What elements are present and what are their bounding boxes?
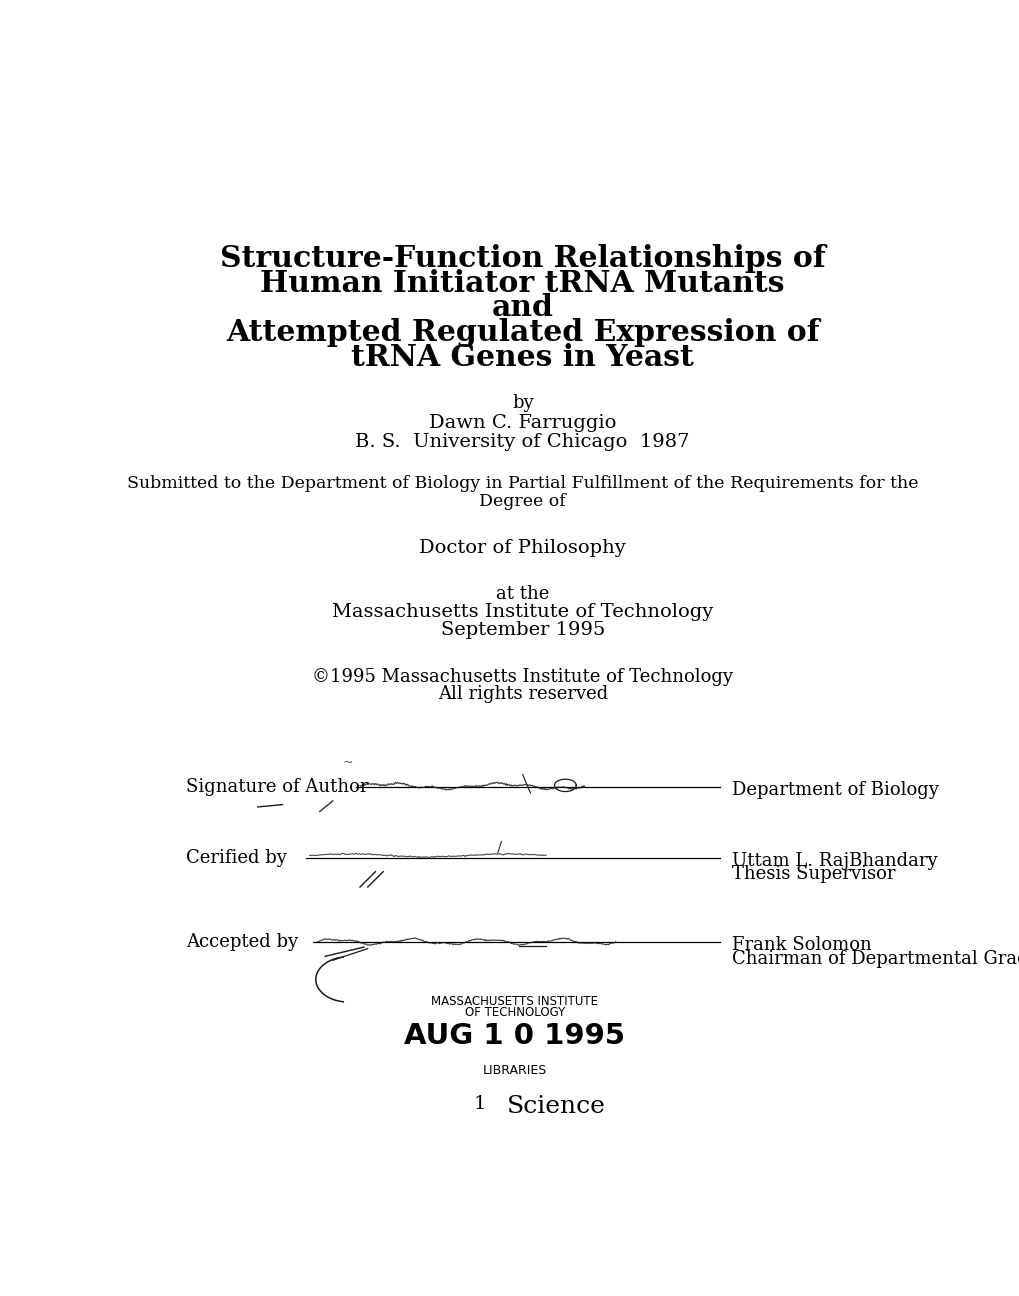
Text: Structure-Function Relationships of: Structure-Function Relationships of [220,244,824,273]
Text: Accepted by: Accepted by [185,933,298,951]
Text: September 1995: September 1995 [440,621,604,639]
Text: and: and [491,293,553,323]
Text: tRNA Genes in Yeast: tRNA Genes in Yeast [351,342,694,372]
Text: 1: 1 [474,1095,486,1113]
Text: Doctor of Philosophy: Doctor of Philosophy [419,539,626,557]
Text: All rights reserved: All rights reserved [437,686,607,704]
Text: Degree of: Degree of [479,492,566,509]
Text: ©1995 Massachusetts Institute of Technology: ©1995 Massachusetts Institute of Technol… [312,667,733,686]
Text: Cerified by: Cerified by [185,849,286,867]
Text: Thesis Supervisor: Thesis Supervisor [732,866,895,884]
Text: Uttam L. RajBhandary: Uttam L. RajBhandary [732,851,936,870]
Text: at the: at the [495,586,549,603]
Text: Chairman of Departmental Graduate Committee: Chairman of Departmental Graduate Commit… [732,950,1019,968]
Text: OF TECHNOLOGY: OF TECHNOLOGY [465,1007,565,1020]
Text: AUG 1 0 1995: AUG 1 0 1995 [405,1021,625,1050]
Text: LIBRARIES: LIBRARIES [482,1064,546,1077]
Text: B. S.  University of Chicago  1987: B. S. University of Chicago 1987 [356,433,689,451]
Text: Attempted Regulated Expression of: Attempted Regulated Expression of [226,318,818,347]
Text: Signature of Author: Signature of Author [185,778,368,796]
Text: Human Initiator tRNA Mutants: Human Initiator tRNA Mutants [260,268,785,298]
Text: Submitted to the Department of Biology in Partial Fulfillment of the Requirement: Submitted to the Department of Biology i… [127,476,917,492]
Text: Dawn C. Farruggio: Dawn C. Farruggio [429,415,615,433]
Text: Science: Science [506,1095,605,1118]
Text: Massachusetts Institute of Technology: Massachusetts Institute of Technology [332,603,712,621]
Text: MASSACHUSETTS INSTITUTE: MASSACHUSETTS INSTITUTE [431,995,598,1008]
Text: Frank Solomon: Frank Solomon [732,936,871,954]
Text: /: / [496,841,501,855]
Text: by: by [512,394,533,412]
Text: ~: ~ [342,756,354,769]
Text: Department of Biology: Department of Biology [732,780,937,798]
